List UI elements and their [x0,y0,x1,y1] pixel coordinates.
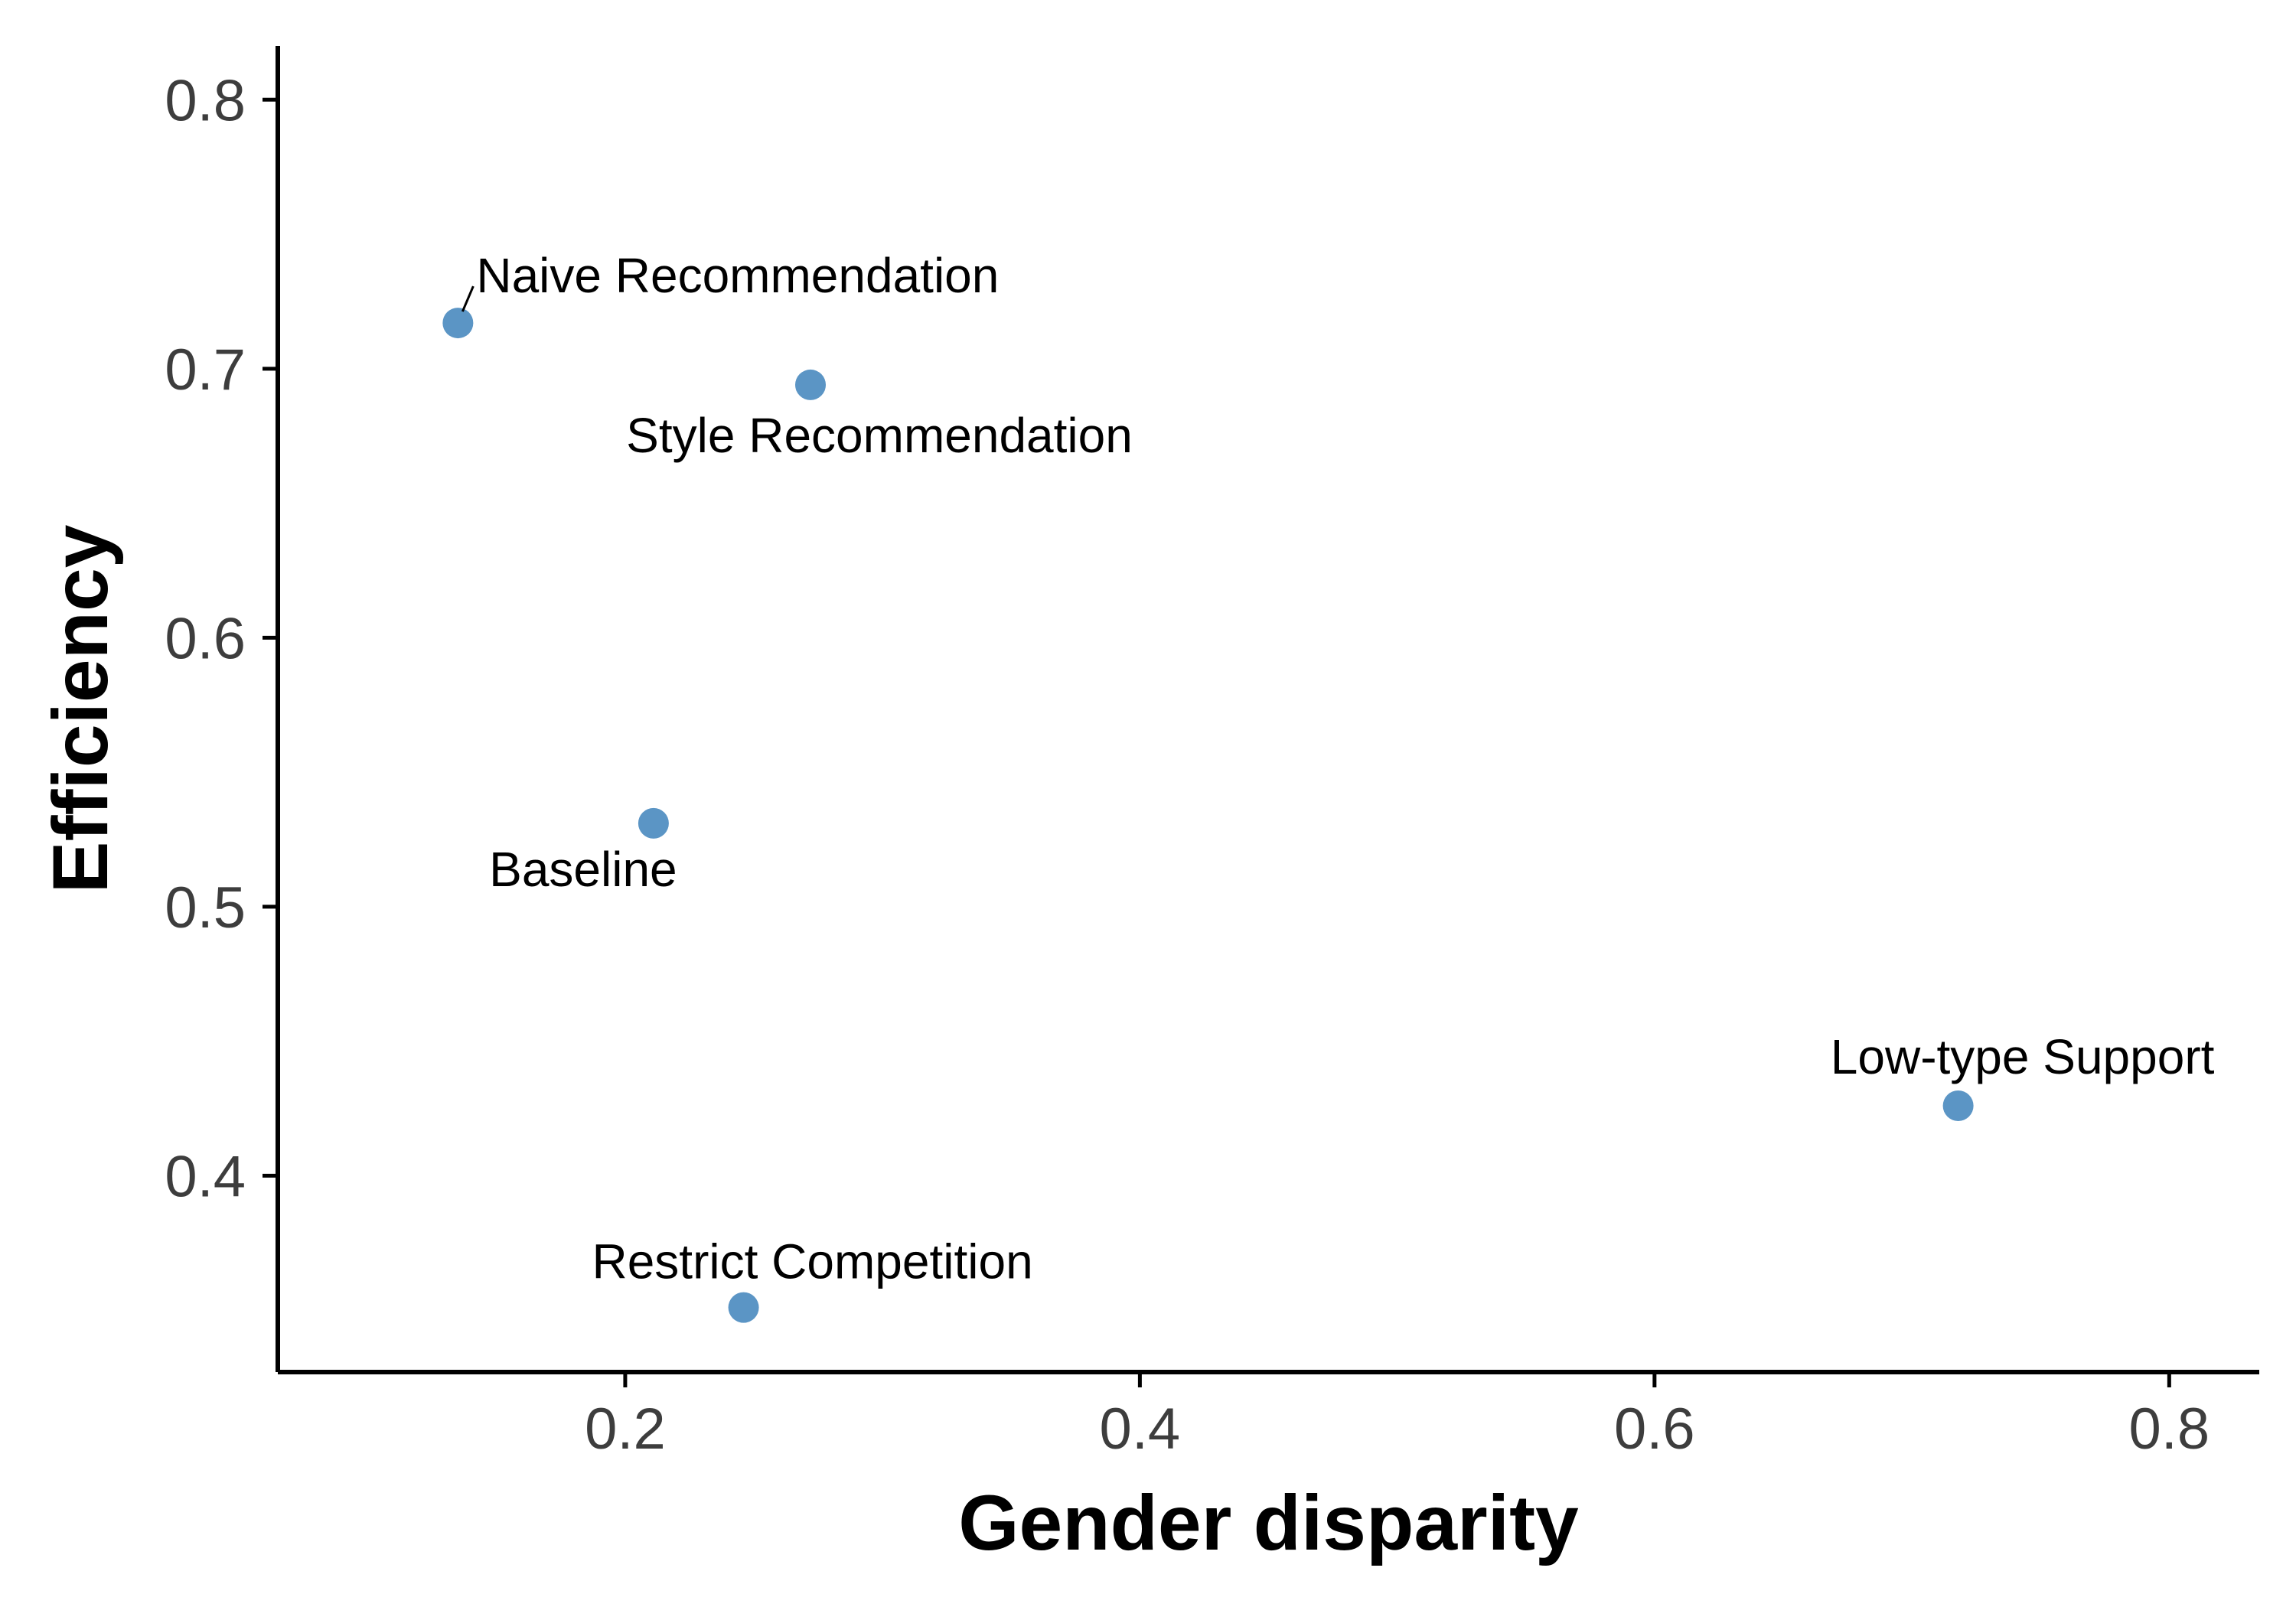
y-tick-label: 0.7 [165,337,246,403]
data-point [728,1292,759,1323]
y-tick-label: 0.8 [165,68,246,133]
y-tick-label: 0.5 [165,875,246,940]
label-leader-line [461,285,475,312]
point-label: Naive Recommendation [476,248,999,303]
y-tick-label: 0.6 [165,606,246,671]
x-tick-label: 0.2 [585,1397,666,1462]
data-point [795,369,827,400]
data-point [442,308,474,339]
data-point [1942,1090,1974,1121]
axes: 0.2 0.4 0.6 0.8 0.4 0.5 0.6 0.7 0.8 [165,46,2259,1462]
point-label: Low-type Support [1831,1029,2215,1084]
x-tick-label: 0.6 [1614,1397,1695,1462]
data-points: Naive Recommendation Style Recommendation… [442,248,2215,1323]
x-axis-title: Gender disparity [958,1479,1579,1566]
x-tick-label: 0.4 [1100,1397,1181,1462]
x-tick-label: 0.8 [2128,1397,2210,1462]
y-axis-title: Efficiency [37,524,124,893]
data-point [638,807,669,839]
point-label: Restrict Competition [592,1234,1032,1289]
point-label: Baseline [489,842,677,897]
y-tick-label: 0.4 [165,1144,246,1209]
point-label: Style Recommendation [626,408,1133,463]
